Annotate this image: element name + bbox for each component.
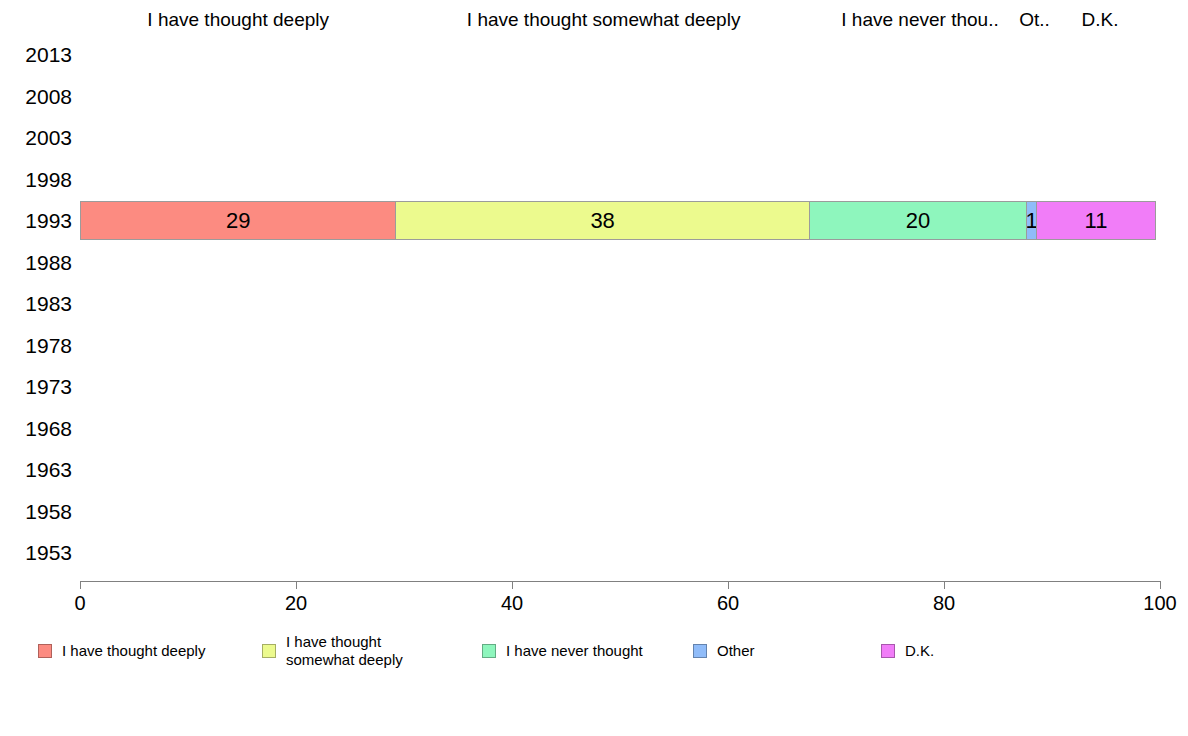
y-axis-label: 1983 (0, 283, 72, 325)
bar-segment[interactable]: 29 (80, 201, 396, 240)
bar-value-label: 20 (906, 210, 930, 232)
y-axis-label: 2013 (0, 34, 72, 76)
legend-swatch (262, 644, 276, 658)
column-header: I have thought deeply (147, 8, 329, 32)
legend-label: I have never thought (506, 642, 643, 660)
y-axis-label: 1998 (0, 159, 72, 201)
bar-row: 293820111 (80, 201, 1160, 240)
y-axis-label: 1973 (0, 366, 72, 408)
y-axis-label: 2003 (0, 117, 72, 159)
legend-label: I have thought somewhat deeply (286, 633, 416, 669)
legend-swatch (881, 644, 895, 658)
y-axis-label: 1953 (0, 532, 72, 574)
bar-value-label: 11 (1085, 210, 1108, 232)
legend-item[interactable]: I have never thought (482, 630, 643, 672)
legend-label: Other (717, 642, 755, 660)
y-axis-label: 1958 (0, 491, 72, 533)
y-axis-label: 1993 (0, 200, 72, 242)
column-header: I have never thou.. (841, 8, 998, 32)
x-axis-tick-label: 40 (501, 592, 523, 615)
x-axis-tick-label: 100 (1143, 592, 1176, 615)
legend-item[interactable]: I have thought deeply (38, 630, 205, 672)
bar-segment[interactable]: 20 (809, 201, 1027, 240)
x-axis-tick (944, 581, 945, 589)
x-axis-tick-label: 0 (74, 592, 85, 615)
column-header: I have thought somewhat deeply (467, 8, 741, 32)
legend-item[interactable]: Other (693, 630, 755, 672)
x-axis-line (80, 581, 1160, 582)
column-header: Ot.. (1019, 8, 1050, 32)
x-axis-tick-label: 60 (717, 592, 739, 615)
legend-swatch (482, 644, 496, 658)
y-axis-label: 1968 (0, 408, 72, 450)
x-axis-tick (728, 581, 729, 589)
y-axis-label: 1963 (0, 449, 72, 491)
legend-label: I have thought deeply (62, 642, 205, 660)
y-axis-label: 1978 (0, 325, 72, 367)
legend-swatch (38, 644, 52, 658)
y-axis-label: 1988 (0, 242, 72, 284)
x-axis-tick-label: 20 (285, 592, 307, 615)
y-axis-label: 2008 (0, 76, 72, 118)
x-axis-tick (1160, 581, 1161, 589)
bar-segment[interactable]: 38 (395, 201, 810, 240)
bar-value-label: 29 (226, 210, 250, 232)
stacked-bar-chart: I have thought deeply I have thought some… (0, 0, 1188, 736)
bar-segment[interactable]: 11 (1036, 201, 1156, 240)
column-header: D.K. (1082, 8, 1119, 32)
x-axis-tick (296, 581, 297, 589)
x-axis-tick (80, 581, 81, 589)
x-axis-tick (512, 581, 513, 589)
legend-swatch (693, 644, 707, 658)
legend-item[interactable]: I have thought somewhat deeply (262, 630, 416, 672)
x-axis-tick-label: 80 (933, 592, 955, 615)
bar-value-label: 38 (590, 210, 614, 232)
legend-item[interactable]: D.K. (881, 630, 934, 672)
legend-label: D.K. (905, 642, 934, 660)
